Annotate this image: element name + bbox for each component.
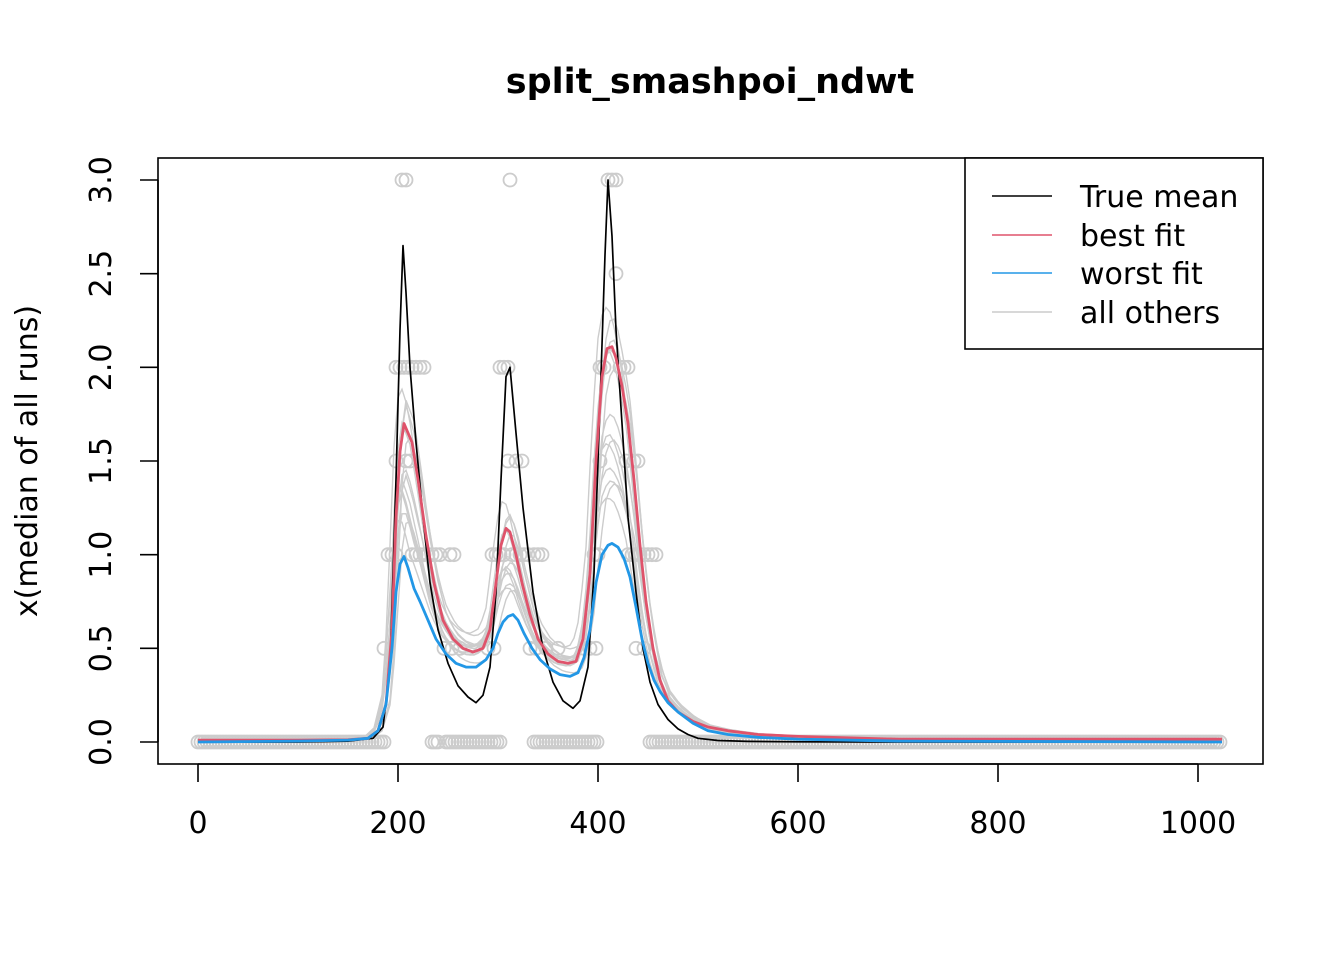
legend-label: worst fit xyxy=(1080,257,1203,292)
observation-point xyxy=(550,640,566,656)
observation-point xyxy=(648,547,664,563)
y-tick-label: 3.0 xyxy=(84,156,119,204)
observation-point xyxy=(604,172,620,188)
observation-point xyxy=(492,359,508,375)
other-run-line xyxy=(198,348,1222,741)
other-run-line xyxy=(198,467,1222,743)
x-tick-label: 0 xyxy=(188,806,207,841)
x-tick-label: 800 xyxy=(969,806,1026,841)
observation-point xyxy=(508,453,524,469)
other-run-line xyxy=(198,480,1222,743)
observation-point xyxy=(636,547,652,563)
observation-point xyxy=(526,547,542,563)
y-tick-label: 1.0 xyxy=(84,531,119,579)
legend-entry-true-mean: True mean xyxy=(992,180,1238,215)
legend-entry-all-others: all others xyxy=(992,296,1220,331)
legend-box xyxy=(964,157,1264,350)
observation-point xyxy=(589,734,605,750)
observation-point xyxy=(398,172,414,188)
other-run-line xyxy=(198,439,1222,743)
observation-point xyxy=(502,172,518,188)
y-tick-label: 2.5 xyxy=(84,250,119,298)
observation-point xyxy=(608,266,624,282)
other-run-line xyxy=(198,483,1222,743)
observation-point xyxy=(444,640,460,656)
observation-point xyxy=(412,359,428,375)
observation-point xyxy=(514,453,530,469)
worst-fit-line xyxy=(197,542,1223,744)
observation-point xyxy=(534,547,550,563)
x-tick-label: 400 xyxy=(569,806,626,841)
other-run-line xyxy=(198,306,1222,741)
observation-point xyxy=(644,547,660,563)
other-run-line xyxy=(198,318,1222,741)
observation-point xyxy=(516,547,532,563)
observation-point xyxy=(400,359,416,375)
observation-point xyxy=(446,547,462,563)
y-tick-label: 2.0 xyxy=(84,343,119,391)
other-run-line xyxy=(198,413,1222,742)
observation-point xyxy=(394,172,410,188)
other-run-line xyxy=(197,497,1222,743)
observation-point xyxy=(384,547,400,563)
x-tick-label: 600 xyxy=(769,806,826,841)
series-layer xyxy=(197,179,1223,744)
observation-point xyxy=(492,734,508,750)
y-tick-label: 0.0 xyxy=(84,718,119,766)
observation-point xyxy=(442,547,458,563)
y-tick-label: 1.5 xyxy=(84,437,119,485)
x-axis: 0 200 400 600 800 1000 xyxy=(188,763,1236,841)
observation-point xyxy=(504,547,520,563)
legend-entry-best-fit: best fit xyxy=(992,219,1185,254)
legend-label: True mean xyxy=(1079,180,1238,215)
chart-title: split_smashpoi_ndwt xyxy=(506,62,914,102)
other-run-line xyxy=(198,442,1222,742)
observation-point xyxy=(376,734,392,750)
legend-label: best fit xyxy=(1080,219,1185,254)
other-run-line xyxy=(197,433,1222,742)
observation-point xyxy=(592,453,608,469)
observation-point xyxy=(538,640,554,656)
x-tick-label: 1000 xyxy=(1160,806,1236,841)
observation-point xyxy=(432,547,448,563)
other-run-line xyxy=(198,339,1222,742)
observation-point xyxy=(402,453,418,469)
y-axis-label: x(median of all runs) xyxy=(10,305,45,617)
other-run-line xyxy=(198,351,1222,741)
y-tick-label: 0.5 xyxy=(84,624,119,672)
observation-point xyxy=(416,359,432,375)
legend-label: all others xyxy=(1080,296,1220,331)
observation-point xyxy=(628,547,644,563)
other-run-line xyxy=(198,368,1223,742)
legend-entry-worst-fit: worst fit xyxy=(992,257,1203,292)
true-mean-line xyxy=(198,179,1222,743)
observation-point xyxy=(404,547,420,563)
observation-point xyxy=(620,359,636,375)
observation-point xyxy=(388,359,404,375)
observation-point xyxy=(408,547,424,563)
best-fit-line xyxy=(198,345,1222,742)
observation-point xyxy=(530,547,546,563)
observation-point xyxy=(488,547,504,563)
observation-point xyxy=(424,547,440,563)
observation-point xyxy=(592,359,608,375)
background-runs-layer xyxy=(197,306,1223,743)
y-axis: 0.0 0.5 1.0 1.5 2.0 2.5 3.0 xyxy=(84,156,159,766)
x-tick-label: 200 xyxy=(369,806,426,841)
observation-point xyxy=(430,734,446,750)
observation-point xyxy=(436,640,452,656)
observation-point xyxy=(512,547,528,563)
observation-point xyxy=(608,172,624,188)
legend: True mean best fit worst fit all others xyxy=(964,157,1264,350)
observation-point xyxy=(404,359,420,375)
